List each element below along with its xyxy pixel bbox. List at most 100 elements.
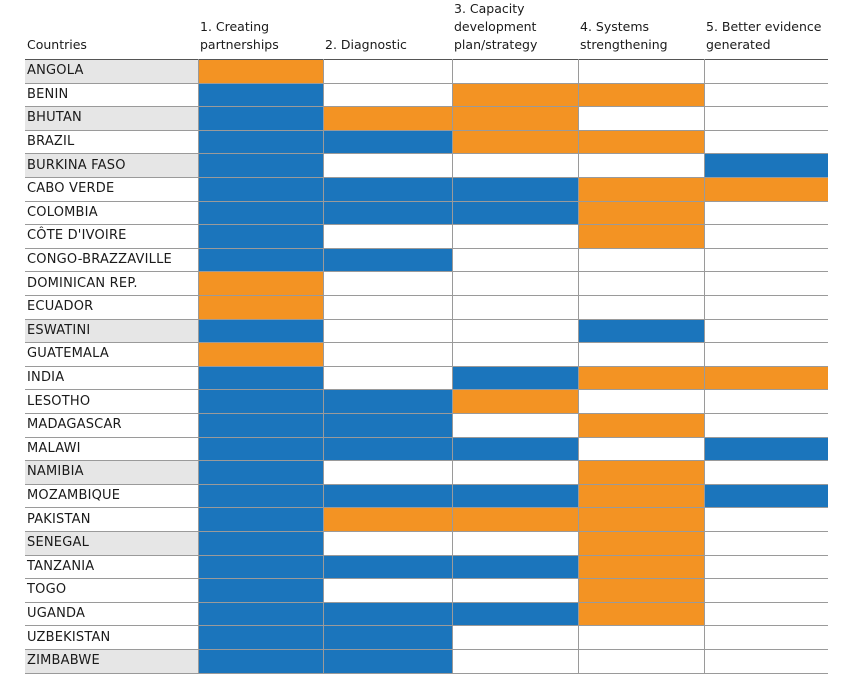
status-cell	[578, 82, 704, 107]
status-cell	[198, 342, 323, 366]
status-cell	[452, 129, 578, 154]
row-divider	[25, 224, 828, 226]
column-divider	[198, 59, 199, 673]
column-divider	[452, 59, 453, 673]
status-cell	[198, 365, 323, 390]
status-cell	[452, 82, 578, 107]
status-cell	[198, 106, 323, 130]
status-cell	[323, 247, 452, 272]
country-name: LESOTHO	[27, 393, 91, 409]
status-cell	[578, 177, 704, 201]
column-header: Countries	[27, 37, 87, 52]
country-name: CONGO-BRAZZAVILLE	[27, 252, 172, 268]
row-divider	[25, 601, 828, 603]
row-divider	[25, 389, 828, 391]
country-name: TANZANIA	[27, 558, 95, 574]
status-cell	[323, 200, 452, 225]
status-cell	[578, 507, 704, 531]
status-cell	[323, 507, 452, 531]
country-name: TOGO	[27, 582, 67, 598]
status-cell	[452, 483, 578, 508]
row-divider	[25, 177, 828, 178]
status-cell	[198, 460, 323, 484]
country-name: ANGOLA	[25, 59, 198, 83]
status-cell	[323, 601, 452, 626]
status-cell	[323, 413, 452, 437]
status-cell	[704, 153, 828, 177]
status-cell	[578, 483, 704, 508]
status-cell	[578, 318, 704, 343]
row-divider	[25, 483, 828, 485]
status-cell	[198, 224, 323, 248]
row-divider	[25, 460, 828, 462]
status-cell	[452, 507, 578, 531]
status-cell	[704, 436, 828, 461]
row-divider	[25, 271, 828, 273]
status-cell	[452, 365, 578, 390]
status-cell	[452, 106, 578, 130]
status-cell	[323, 625, 452, 649]
column-divider	[704, 59, 705, 673]
status-cell	[578, 554, 704, 579]
country-name: BHUTAN	[25, 106, 198, 130]
country-name: MADAGASCAR	[27, 417, 122, 433]
status-cell	[578, 460, 704, 484]
row-divider	[25, 531, 828, 532]
country-name: COLOMBIA	[27, 204, 98, 220]
status-cell	[704, 177, 828, 201]
row-divider	[25, 578, 828, 580]
row-divider	[25, 59, 828, 60]
column-divider	[578, 59, 579, 673]
status-cell	[198, 295, 323, 319]
country-name: NAMIBIA	[25, 460, 198, 484]
column-header: 4. Systems strengthening	[580, 19, 668, 52]
status-cell	[578, 365, 704, 390]
column-header: 3. Capacity development plan/strategy	[454, 1, 538, 52]
status-cell	[323, 649, 452, 673]
row-divider	[25, 318, 828, 320]
country-name: UGANDA	[27, 606, 86, 622]
row-divider	[25, 82, 828, 84]
row-divider	[25, 649, 828, 650]
country-name: BURKINA FASO	[25, 153, 198, 177]
country-name: MALAWI	[27, 440, 81, 456]
country-name: CÔTE D'IVOIRE	[27, 228, 127, 244]
status-cell	[578, 224, 704, 248]
status-cell	[578, 578, 704, 602]
row-divider	[25, 436, 828, 438]
status-cell	[198, 578, 323, 602]
row-divider	[25, 625, 828, 627]
country-name: ESWATINI	[25, 318, 198, 343]
row-divider	[25, 672, 828, 674]
column-header: 1. Creating partnerships	[200, 19, 279, 52]
status-cell	[198, 601, 323, 626]
country-name: CABO VERDE	[27, 181, 115, 197]
status-cell	[704, 365, 828, 390]
status-cell	[323, 436, 452, 461]
status-cell	[198, 413, 323, 437]
status-cell	[452, 177, 578, 201]
status-cell	[198, 483, 323, 508]
status-cell	[198, 389, 323, 413]
country-name: GUATEMALA	[27, 346, 109, 362]
country-name: PAKISTAN	[27, 511, 91, 527]
status-cell	[198, 531, 323, 555]
status-cell	[704, 483, 828, 508]
status-cell	[198, 625, 323, 649]
status-cell	[198, 82, 323, 107]
status-cell	[452, 200, 578, 225]
row-divider	[25, 129, 828, 131]
status-cell	[323, 389, 452, 413]
country-name: BENIN	[27, 86, 69, 102]
status-cell	[323, 106, 452, 130]
status-cell	[578, 601, 704, 626]
country-name: INDIA	[27, 370, 65, 386]
status-cell	[198, 153, 323, 177]
country-name: UZBEKISTAN	[27, 629, 111, 645]
status-cell	[198, 649, 323, 673]
country-name: ZIMBABWE	[25, 649, 198, 673]
row-divider	[25, 342, 828, 344]
row-divider	[25, 200, 828, 202]
status-cell	[578, 129, 704, 154]
country-name: ECUADOR	[27, 299, 94, 315]
